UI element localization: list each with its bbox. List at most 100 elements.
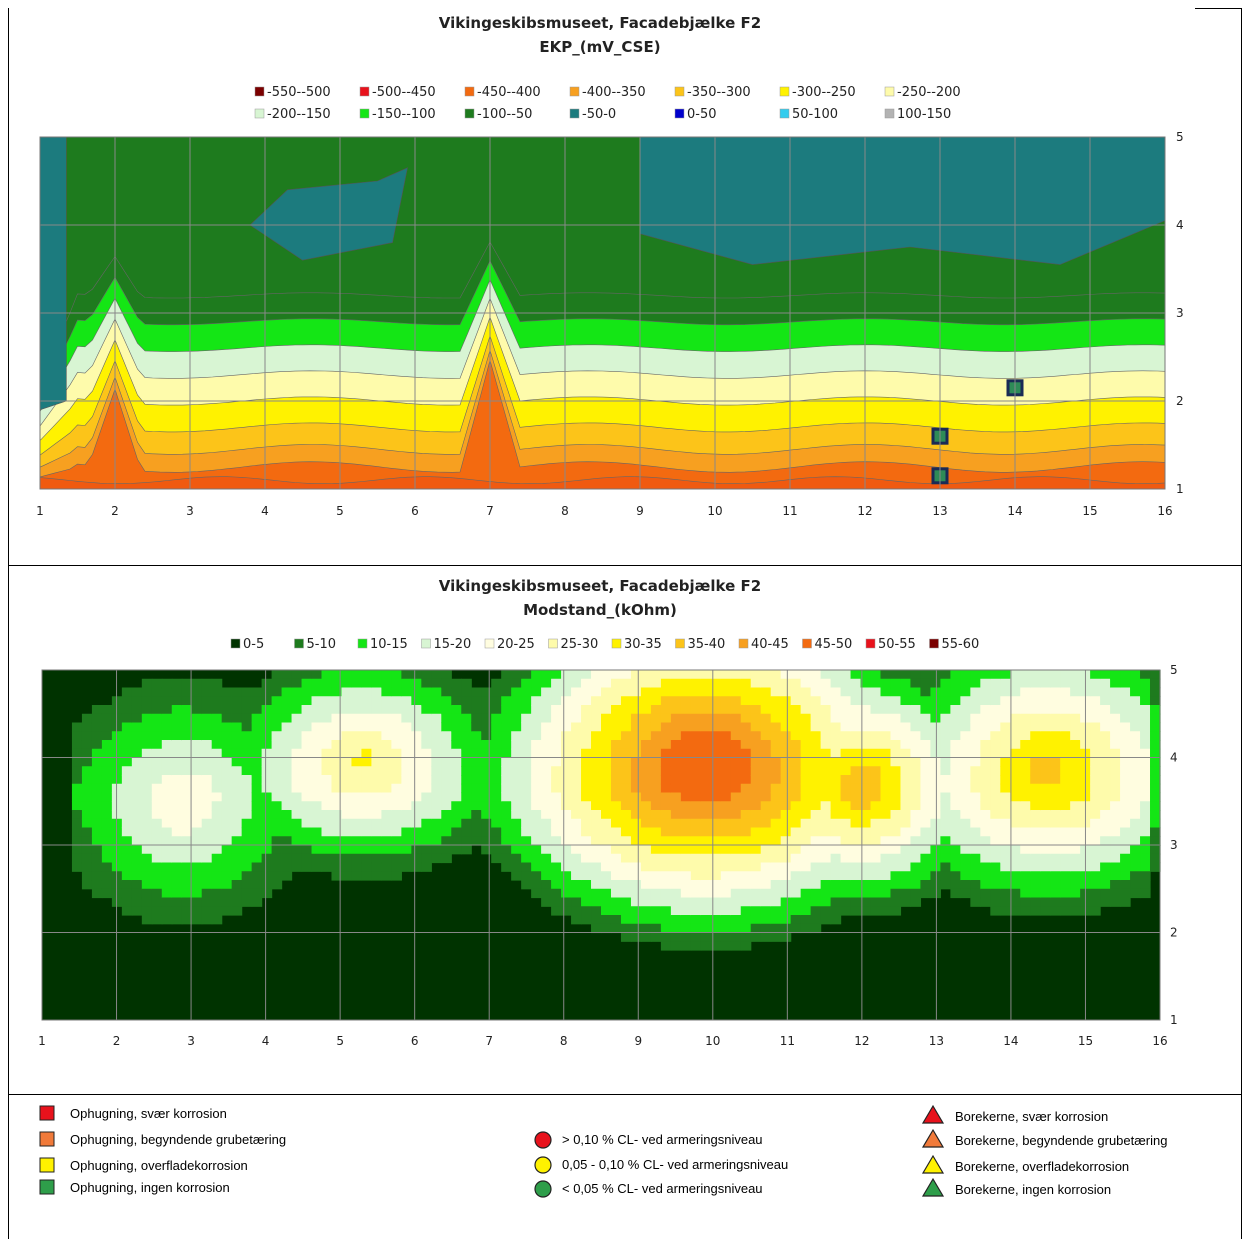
resistance-contour-cell (1040, 845, 1051, 855)
resistance-contour-cell (840, 862, 852, 872)
resistance-contour-cell (601, 836, 612, 846)
resistance-contour-cell (930, 836, 941, 846)
resistance-contour-cell (101, 818, 113, 829)
resistance-contour-cell (81, 810, 93, 820)
resistance-contour-cell (261, 678, 273, 689)
resistance-contour-cell (810, 853, 822, 864)
resistance-contour-cell (121, 740, 133, 750)
resistance-contour-cell (610, 713, 622, 724)
resistance-contour-cell (221, 792, 233, 802)
resistance-contour-cell (601, 818, 612, 829)
resistance-contour-cell (391, 792, 402, 802)
resistance-contour-cell (91, 757, 103, 767)
resistance-contour-cell (930, 888, 941, 899)
resistance-contour-cell (690, 783, 702, 794)
resistance-contour-cell (890, 705, 902, 715)
resistance-contour-cell (401, 670, 412, 680)
resistance-contour-cell (990, 827, 1001, 837)
resistance-contour-cell (531, 871, 542, 881)
resistance-contour-cell (251, 783, 263, 794)
resistance-contour-cell (201, 801, 213, 811)
resistance-contour-cell (1100, 775, 1111, 785)
resistance-contour-cell (810, 810, 822, 820)
resistance-contour-cell (1000, 757, 1011, 767)
resistance-contour-cell (161, 722, 173, 732)
resistance-contour-cell (640, 862, 652, 872)
resistance-contour-cell (241, 871, 253, 881)
resistance-contour-cell (830, 801, 842, 811)
resistance-contour-cell (181, 810, 193, 820)
resistance-contour-cell (1010, 906, 1021, 916)
resistance-contour-cell (910, 731, 922, 741)
resistance-contour-cell (960, 757, 971, 767)
resistance-contour-cell (471, 722, 482, 732)
resistance-contour-cell (1010, 853, 1021, 864)
resistance-contour-cell (990, 748, 1001, 759)
resistance-contour-cell (1010, 871, 1021, 881)
resistance-contour-cell (760, 766, 772, 776)
resistance-contour-cell (800, 705, 812, 715)
resistance-contour-cell (620, 827, 632, 837)
resistance-contour-cell (840, 670, 852, 680)
resistance-contour-cell (1090, 748, 1101, 759)
legend-swatch (674, 86, 685, 97)
resistance-contour-cell (331, 836, 343, 846)
resistance-contour-cell (970, 836, 981, 846)
resistance-contour-cell (820, 748, 832, 759)
resistance-contour-cell (251, 862, 263, 872)
resistance-contour-cell (281, 783, 293, 794)
resistance-contour-cell (481, 713, 492, 724)
resistance-contour-cell (820, 853, 832, 864)
resistance-contour-cell (790, 853, 802, 864)
resistance-contour-cell (1070, 748, 1081, 759)
resistance-contour-cell (940, 818, 951, 829)
resistance-contour-cell (830, 897, 842, 907)
resistance-contour-cell (591, 871, 602, 881)
x-tick-label: 15 (1078, 1034, 1093, 1048)
resistance-contour-cell (880, 775, 892, 785)
resistance-contour-cell (441, 818, 452, 829)
resistance-contour-cell (431, 731, 442, 741)
resistance-contour-cell (131, 906, 143, 916)
resistance-contour-cell (1000, 775, 1011, 785)
resistance-contour-cell (411, 687, 422, 697)
resistance-contour-cell (141, 862, 153, 872)
resistance-contour-cell (581, 766, 592, 776)
resistance-contour-cell (271, 678, 283, 689)
resistance-contour-cell (501, 731, 512, 741)
resistance-contour-cell (860, 731, 872, 741)
resistance-contour-cell (610, 740, 622, 750)
resistance-contour-cell (311, 845, 323, 855)
resistance-contour-cell (191, 775, 203, 785)
resistance-contour-cell (411, 713, 422, 724)
resistance-contour-cell (640, 923, 652, 934)
resistance-contour-cell (670, 801, 682, 811)
resistance-contour-cell (1070, 687, 1081, 697)
resistance-contour-cell (181, 888, 193, 899)
resistance-contour-cell (201, 818, 213, 829)
resistance-contour-cell (1050, 705, 1061, 715)
resistance-contour-cell (870, 731, 882, 741)
resistance-contour-cell (1020, 670, 1031, 680)
resistance-contour-cell (1110, 897, 1121, 907)
resistance-contour-cell (541, 740, 552, 750)
resistance-contour-cell (640, 766, 652, 776)
resistance-contour-cell (610, 687, 622, 697)
resistance-contour-cell (91, 818, 103, 829)
resistance-contour-cell (650, 827, 662, 837)
resistance-contour-cell (930, 696, 941, 706)
resistance-contour-cell (1000, 731, 1011, 741)
resistance-contour-cell (271, 783, 283, 794)
resistance-contour-cell (860, 888, 872, 899)
resistance-contour-cell (511, 696, 522, 706)
x-tick-label: 5 (336, 1034, 344, 1048)
resistance-contour-cell (660, 670, 672, 680)
resistance-contour-cell (1100, 880, 1111, 890)
resistance-contour-cell (191, 801, 203, 811)
resistance-contour-cell (241, 731, 253, 741)
resistance-contour-cell (171, 740, 183, 750)
resistance-contour-cell (770, 687, 782, 697)
resistance-contour-cell (970, 748, 981, 759)
resistance-contour-cell (1000, 678, 1011, 689)
